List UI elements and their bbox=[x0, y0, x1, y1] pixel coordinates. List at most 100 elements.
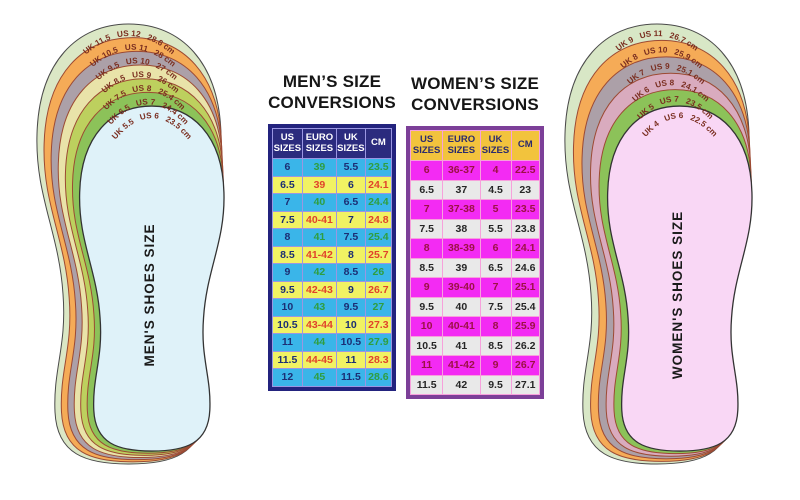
mens-conversion-panel: MEN’S SIZE CONVERSIONS US SIZES EURO SIZE… bbox=[262, 72, 402, 391]
size-cell: 7 bbox=[273, 194, 302, 211]
size-cell: 24.8 bbox=[365, 211, 391, 228]
size-cell: 28.3 bbox=[365, 351, 391, 368]
size-cell: 9.5 bbox=[480, 375, 511, 394]
size-row: 10.5 41 8.5 26.2 bbox=[411, 336, 539, 355]
size-row: 11 44 10.5 27.9 bbox=[273, 334, 391, 351]
size-row: 11.5 42 9.5 27.1 bbox=[411, 375, 539, 394]
size-cell: 8.5 bbox=[411, 258, 443, 277]
size-cell: 41-42 bbox=[302, 246, 337, 263]
mens-header-row: US SIZES EURO SIZES UK SIZES CM bbox=[273, 129, 391, 158]
size-cell: 27 bbox=[365, 299, 391, 316]
insole-center-label: MEN'S SHOES SIZE bbox=[142, 224, 157, 367]
womens-header-row: US SIZES EURO SIZES UK SIZES CM bbox=[411, 131, 539, 160]
size-cell: 40-41 bbox=[302, 211, 337, 228]
size-cell: 41 bbox=[443, 336, 480, 355]
size-cell: 7 bbox=[411, 200, 443, 219]
size-cell: 40-41 bbox=[443, 317, 480, 336]
size-cell: 5 bbox=[480, 200, 511, 219]
size-cell: 40 bbox=[443, 297, 480, 316]
size-cell: 9 bbox=[273, 264, 302, 281]
mens-conversion-table: US SIZES EURO SIZES UK SIZES CM 6 39 5.5 23.5 6… bbox=[268, 124, 396, 391]
size-cell: 26.2 bbox=[511, 336, 539, 355]
size-cell: 24.4 bbox=[365, 194, 391, 211]
column-header: CM bbox=[365, 129, 391, 158]
size-cell: 4.5 bbox=[480, 180, 511, 199]
size-cell: 25.7 bbox=[365, 246, 391, 263]
size-cell: 41-42 bbox=[443, 356, 480, 375]
mens-title: MEN’S SIZE CONVERSIONS bbox=[262, 72, 402, 113]
size-cell: 6 bbox=[337, 176, 365, 193]
size-cell: 43-44 bbox=[302, 316, 337, 333]
size-cell: 8 bbox=[480, 317, 511, 336]
insole-base bbox=[79, 105, 225, 452]
size-cell: 38 bbox=[443, 219, 480, 238]
size-row: 6.5 37 4.5 23 bbox=[411, 180, 539, 199]
size-cell: 11 bbox=[337, 351, 365, 368]
size-cell: 9 bbox=[337, 281, 365, 298]
size-row: 9 39-40 7 25.1 bbox=[411, 278, 539, 297]
size-cell: 6 bbox=[273, 159, 302, 176]
size-cell: 10 bbox=[411, 317, 443, 336]
insole-base bbox=[607, 105, 753, 452]
size-cell: 8.5 bbox=[480, 336, 511, 355]
size-cell: 11.5 bbox=[337, 369, 365, 386]
size-cell: 28.6 bbox=[365, 369, 391, 386]
size-cell: 7.5 bbox=[411, 219, 443, 238]
size-cell: 44 bbox=[302, 334, 337, 351]
size-cell: 23.5 bbox=[365, 159, 391, 176]
size-cell: 8 bbox=[337, 246, 365, 263]
size-cell: 8.5 bbox=[337, 264, 365, 281]
size-cell: 41 bbox=[302, 229, 337, 246]
size-row: 7.5 38 5.5 23.8 bbox=[411, 219, 539, 238]
size-cell: 11.5 bbox=[411, 375, 443, 394]
size-cell: 42-43 bbox=[302, 281, 337, 298]
size-cell: 43 bbox=[302, 299, 337, 316]
size-row: 8 41 7.5 25.4 bbox=[273, 229, 391, 246]
size-row: 7 40 6.5 24.4 bbox=[273, 194, 391, 211]
size-cell: 25.4 bbox=[511, 297, 539, 316]
size-cell: 27.1 bbox=[511, 375, 539, 394]
size-row: 6.5 39 6 24.1 bbox=[273, 176, 391, 193]
size-row: 11.5 44-45 11 28.3 bbox=[273, 351, 391, 368]
womens-title-line1: WOMEN’S SIZE bbox=[410, 74, 540, 93]
column-header: US SIZES bbox=[273, 129, 302, 158]
size-cell: 10.5 bbox=[273, 316, 302, 333]
size-cell: 26.7 bbox=[511, 356, 539, 375]
size-cell: 10.5 bbox=[411, 336, 443, 355]
size-cell: 6 bbox=[480, 239, 511, 258]
size-cell: 22.5 bbox=[511, 161, 539, 180]
size-cell: 9.5 bbox=[411, 297, 443, 316]
size-cell: 10 bbox=[337, 316, 365, 333]
size-cell: 5.5 bbox=[337, 159, 365, 176]
size-cell: 24.1 bbox=[511, 239, 539, 258]
size-cell: 8 bbox=[411, 239, 443, 258]
size-cell: 27.9 bbox=[365, 334, 391, 351]
womens-title-line2: CONVERSIONS bbox=[411, 94, 539, 114]
size-row: 7.5 40-41 7 24.8 bbox=[273, 211, 391, 228]
size-row: 11 41-42 9 26.7 bbox=[411, 356, 539, 375]
size-cell: 25.4 bbox=[365, 229, 391, 246]
size-row: 8.5 39 6.5 24.6 bbox=[411, 258, 539, 277]
size-cell: 11 bbox=[273, 334, 302, 351]
size-cell: 24.1 bbox=[365, 176, 391, 193]
size-cell: 42 bbox=[443, 375, 480, 394]
size-cell: 26 bbox=[365, 264, 391, 281]
size-cell: 37 bbox=[443, 180, 480, 199]
size-cell: 36-37 bbox=[443, 161, 480, 180]
column-header: EURO SIZES bbox=[302, 129, 337, 158]
size-cell: 23.5 bbox=[511, 200, 539, 219]
womens-conversion-table: US SIZES EURO SIZES UK SIZES CM 6 36-37 4 22.5… bbox=[406, 126, 544, 399]
size-cell: 39 bbox=[302, 176, 337, 193]
size-row: 9.5 42-43 9 26.7 bbox=[273, 281, 391, 298]
mens-title-line2: CONVERSIONS bbox=[268, 92, 396, 112]
size-cell: 7.5 bbox=[480, 297, 511, 316]
size-cell: 37-38 bbox=[443, 200, 480, 219]
size-cell: 6.5 bbox=[411, 180, 443, 199]
size-row: 6 36-37 4 22.5 bbox=[411, 161, 539, 180]
size-row: 10.5 43-44 10 27.3 bbox=[273, 316, 391, 333]
size-cell: 38-39 bbox=[443, 239, 480, 258]
size-row: 8 38-39 6 24.1 bbox=[411, 239, 539, 258]
size-cell: 42 bbox=[302, 264, 337, 281]
